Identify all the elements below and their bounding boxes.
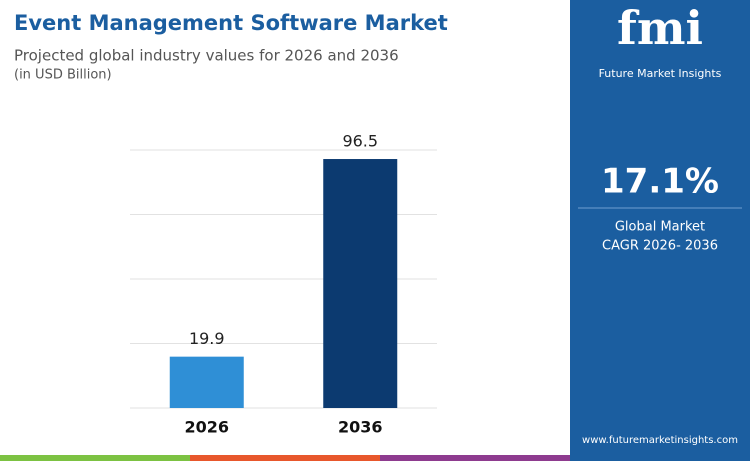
x-tick-label: 2036 <box>338 418 383 437</box>
value-label: 96.5 <box>342 132 378 151</box>
strip <box>0 455 190 461</box>
cagr-label: CAGR 2026- 2036 <box>602 239 718 254</box>
strip <box>570 455 750 461</box>
strip <box>380 455 570 461</box>
chart-title: Event Management Software Market <box>14 11 448 35</box>
bar <box>169 356 244 408</box>
x-tick-label: 2026 <box>184 418 229 437</box>
logo: fmi <box>617 1 703 55</box>
value-label: 19.9 <box>189 329 225 348</box>
unit-note: (in USD Billion) <box>14 68 112 83</box>
bar <box>323 159 398 408</box>
sidebar <box>570 0 750 455</box>
cagr-label: Global Market <box>615 220 705 235</box>
subtitle: Projected global industry values for 202… <box>14 47 399 65</box>
brand: Future Market Insights <box>599 67 722 80</box>
website: www.futuremarketinsights.com <box>582 435 738 446</box>
strip <box>190 455 380 461</box>
cagr-value: 17.1% <box>601 162 719 202</box>
